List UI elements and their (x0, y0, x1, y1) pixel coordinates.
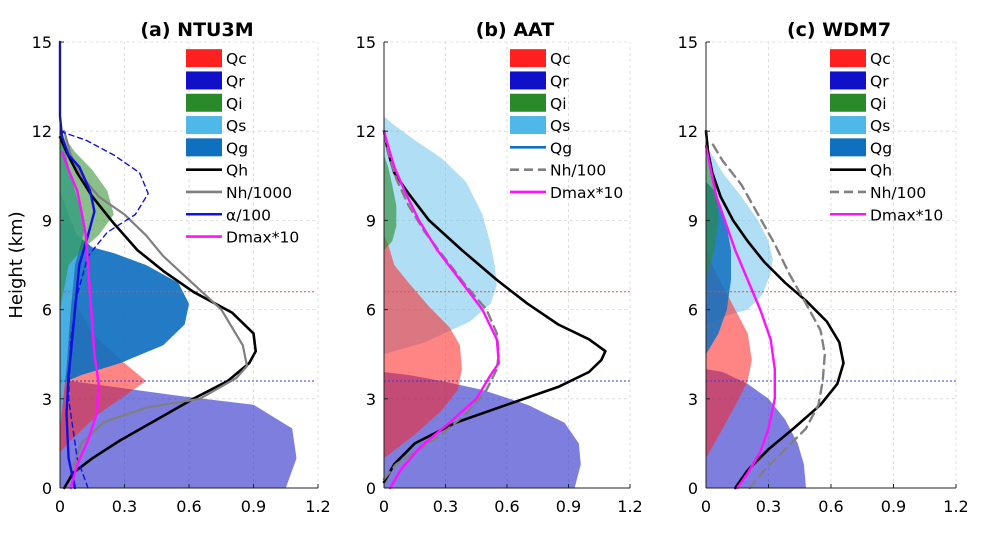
legend-label: Dmax*10 (550, 184, 623, 202)
area-qi (384, 155, 397, 251)
y-tick-label: 3 (366, 390, 376, 409)
legend-label: Qr (226, 72, 245, 90)
legend-swatch (830, 116, 866, 135)
legend-label: Qs (870, 117, 890, 135)
series-line-dmax-10 (382, 130, 500, 490)
y-tick-label: 6 (42, 301, 52, 320)
series-line-dmax-10 (60, 150, 100, 490)
area-qr (60, 378, 297, 488)
legend-swatch (510, 71, 546, 90)
series-line-nh-1000 (63, 130, 249, 475)
x-tick-label: 0.9 (881, 497, 906, 516)
y-tick-label: 0 (42, 479, 52, 498)
x-tick-label: 0.6 (494, 497, 519, 516)
legend-label: Qi (550, 95, 567, 113)
legend-swatch (510, 49, 546, 68)
x-tick-label: 1.2 (305, 497, 330, 516)
y-tick-label: 12 (356, 122, 376, 141)
series-line--100-dashed (59, 130, 149, 489)
x-tick-label: 0 (379, 497, 389, 516)
legend-swatch (186, 71, 222, 90)
y-tick-label: 9 (42, 211, 52, 230)
legend-swatch (830, 138, 866, 157)
panel-3: 0 3 6 9 12 15 0 0.3 0.6 0.9 1.2 (c) WDM7 Qc Qr Qi Qs Qg Q… (678, 19, 969, 516)
legend-label: Qc (550, 50, 571, 68)
y-tick-label: 3 (42, 390, 52, 409)
y-tick-label: 3 (688, 390, 698, 409)
y-tick-label: 6 (366, 301, 376, 320)
series-line-nh-100 (382, 130, 500, 481)
legend-label: Nh/1000 (226, 184, 292, 202)
legend-label: Qh (226, 162, 248, 180)
legend-label: Qs (226, 117, 246, 135)
y-tick-label: 0 (366, 479, 376, 498)
legend-label: Qi (226, 95, 243, 113)
y-tick-label: 6 (688, 301, 698, 320)
y-tick-label: 9 (688, 211, 698, 230)
legend-label: Qs (550, 117, 570, 135)
x-tick-label: 0.3 (756, 497, 781, 516)
legend-label: Qh (870, 162, 892, 180)
panel-title: (b) AAT (476, 19, 555, 41)
legend-label: Qr (870, 72, 889, 90)
y-tick-label: 15 (356, 33, 376, 52)
legend-label: Qc (226, 50, 247, 68)
legend-swatch (510, 93, 546, 112)
legend-label: Dmax*10 (870, 206, 943, 224)
legend-swatch (186, 116, 222, 135)
legend-swatch (830, 71, 866, 90)
y-tick-label: 15 (32, 33, 52, 52)
legend-label: Nh/100 (870, 184, 926, 202)
legend-label: Dmax*10 (226, 229, 299, 247)
y-tick-label: 9 (366, 211, 376, 230)
legend-swatch (830, 49, 866, 68)
legend-label: Qi (870, 95, 887, 113)
x-tick-label: 0.3 (112, 497, 137, 516)
legend-swatch (186, 49, 222, 68)
panel-title: (a) NTU3M (140, 19, 253, 41)
legend-label: Qg (550, 139, 572, 157)
legend-label: Nh/100 (550, 162, 606, 180)
area-qi (706, 155, 719, 280)
legend-swatch (830, 93, 866, 112)
x-tick-label: 0 (55, 497, 65, 516)
area-qc (384, 235, 462, 459)
x-tick-label: 1.2 (943, 497, 968, 516)
y-tick-label: 12 (32, 122, 52, 141)
legend-label: α/100 (226, 206, 271, 224)
legend-label: Qg (226, 139, 248, 157)
x-tick-label: 0.3 (433, 497, 458, 516)
y-tick-label: 12 (678, 122, 698, 141)
series-line-nh-100 (709, 138, 826, 490)
legend-swatch (186, 93, 222, 112)
y-axis-label: Height (km) (6, 211, 27, 318)
x-tick-label: 0.9 (556, 497, 581, 516)
y-tick-label: 0 (688, 479, 698, 498)
legend-label: Qc (870, 50, 891, 68)
x-tick-label: 1.2 (617, 497, 642, 516)
legend-swatch (510, 116, 546, 135)
x-tick-label: 0.6 (818, 497, 843, 516)
x-tick-label: 0 (701, 497, 711, 516)
panel-2: 0 3 6 9 12 15 0 0.3 0.6 0.9 1.2 (b) AAT Qc Qr Qi Qs Qg Nh… (356, 19, 643, 516)
panel-1: 0 3 6 9 12 15 0 0.3 0.6 0.9 1.2 (a) NTU3M Qc Qr Qi Qs Qg… (32, 19, 331, 516)
y-tick-label: 15 (678, 33, 698, 52)
x-tick-label: 0.9 (241, 497, 266, 516)
legend-label: Qr (550, 72, 569, 90)
legend-label: Qg (870, 139, 892, 157)
series-line--100 (58, 40, 96, 490)
legend-swatch (186, 138, 222, 157)
x-tick-label: 0.6 (176, 497, 201, 516)
series-line-dmax-10 (704, 144, 776, 490)
area-qi (60, 131, 114, 310)
series-line-qh (704, 129, 845, 490)
panel-title: (c) WDM7 (787, 19, 891, 41)
